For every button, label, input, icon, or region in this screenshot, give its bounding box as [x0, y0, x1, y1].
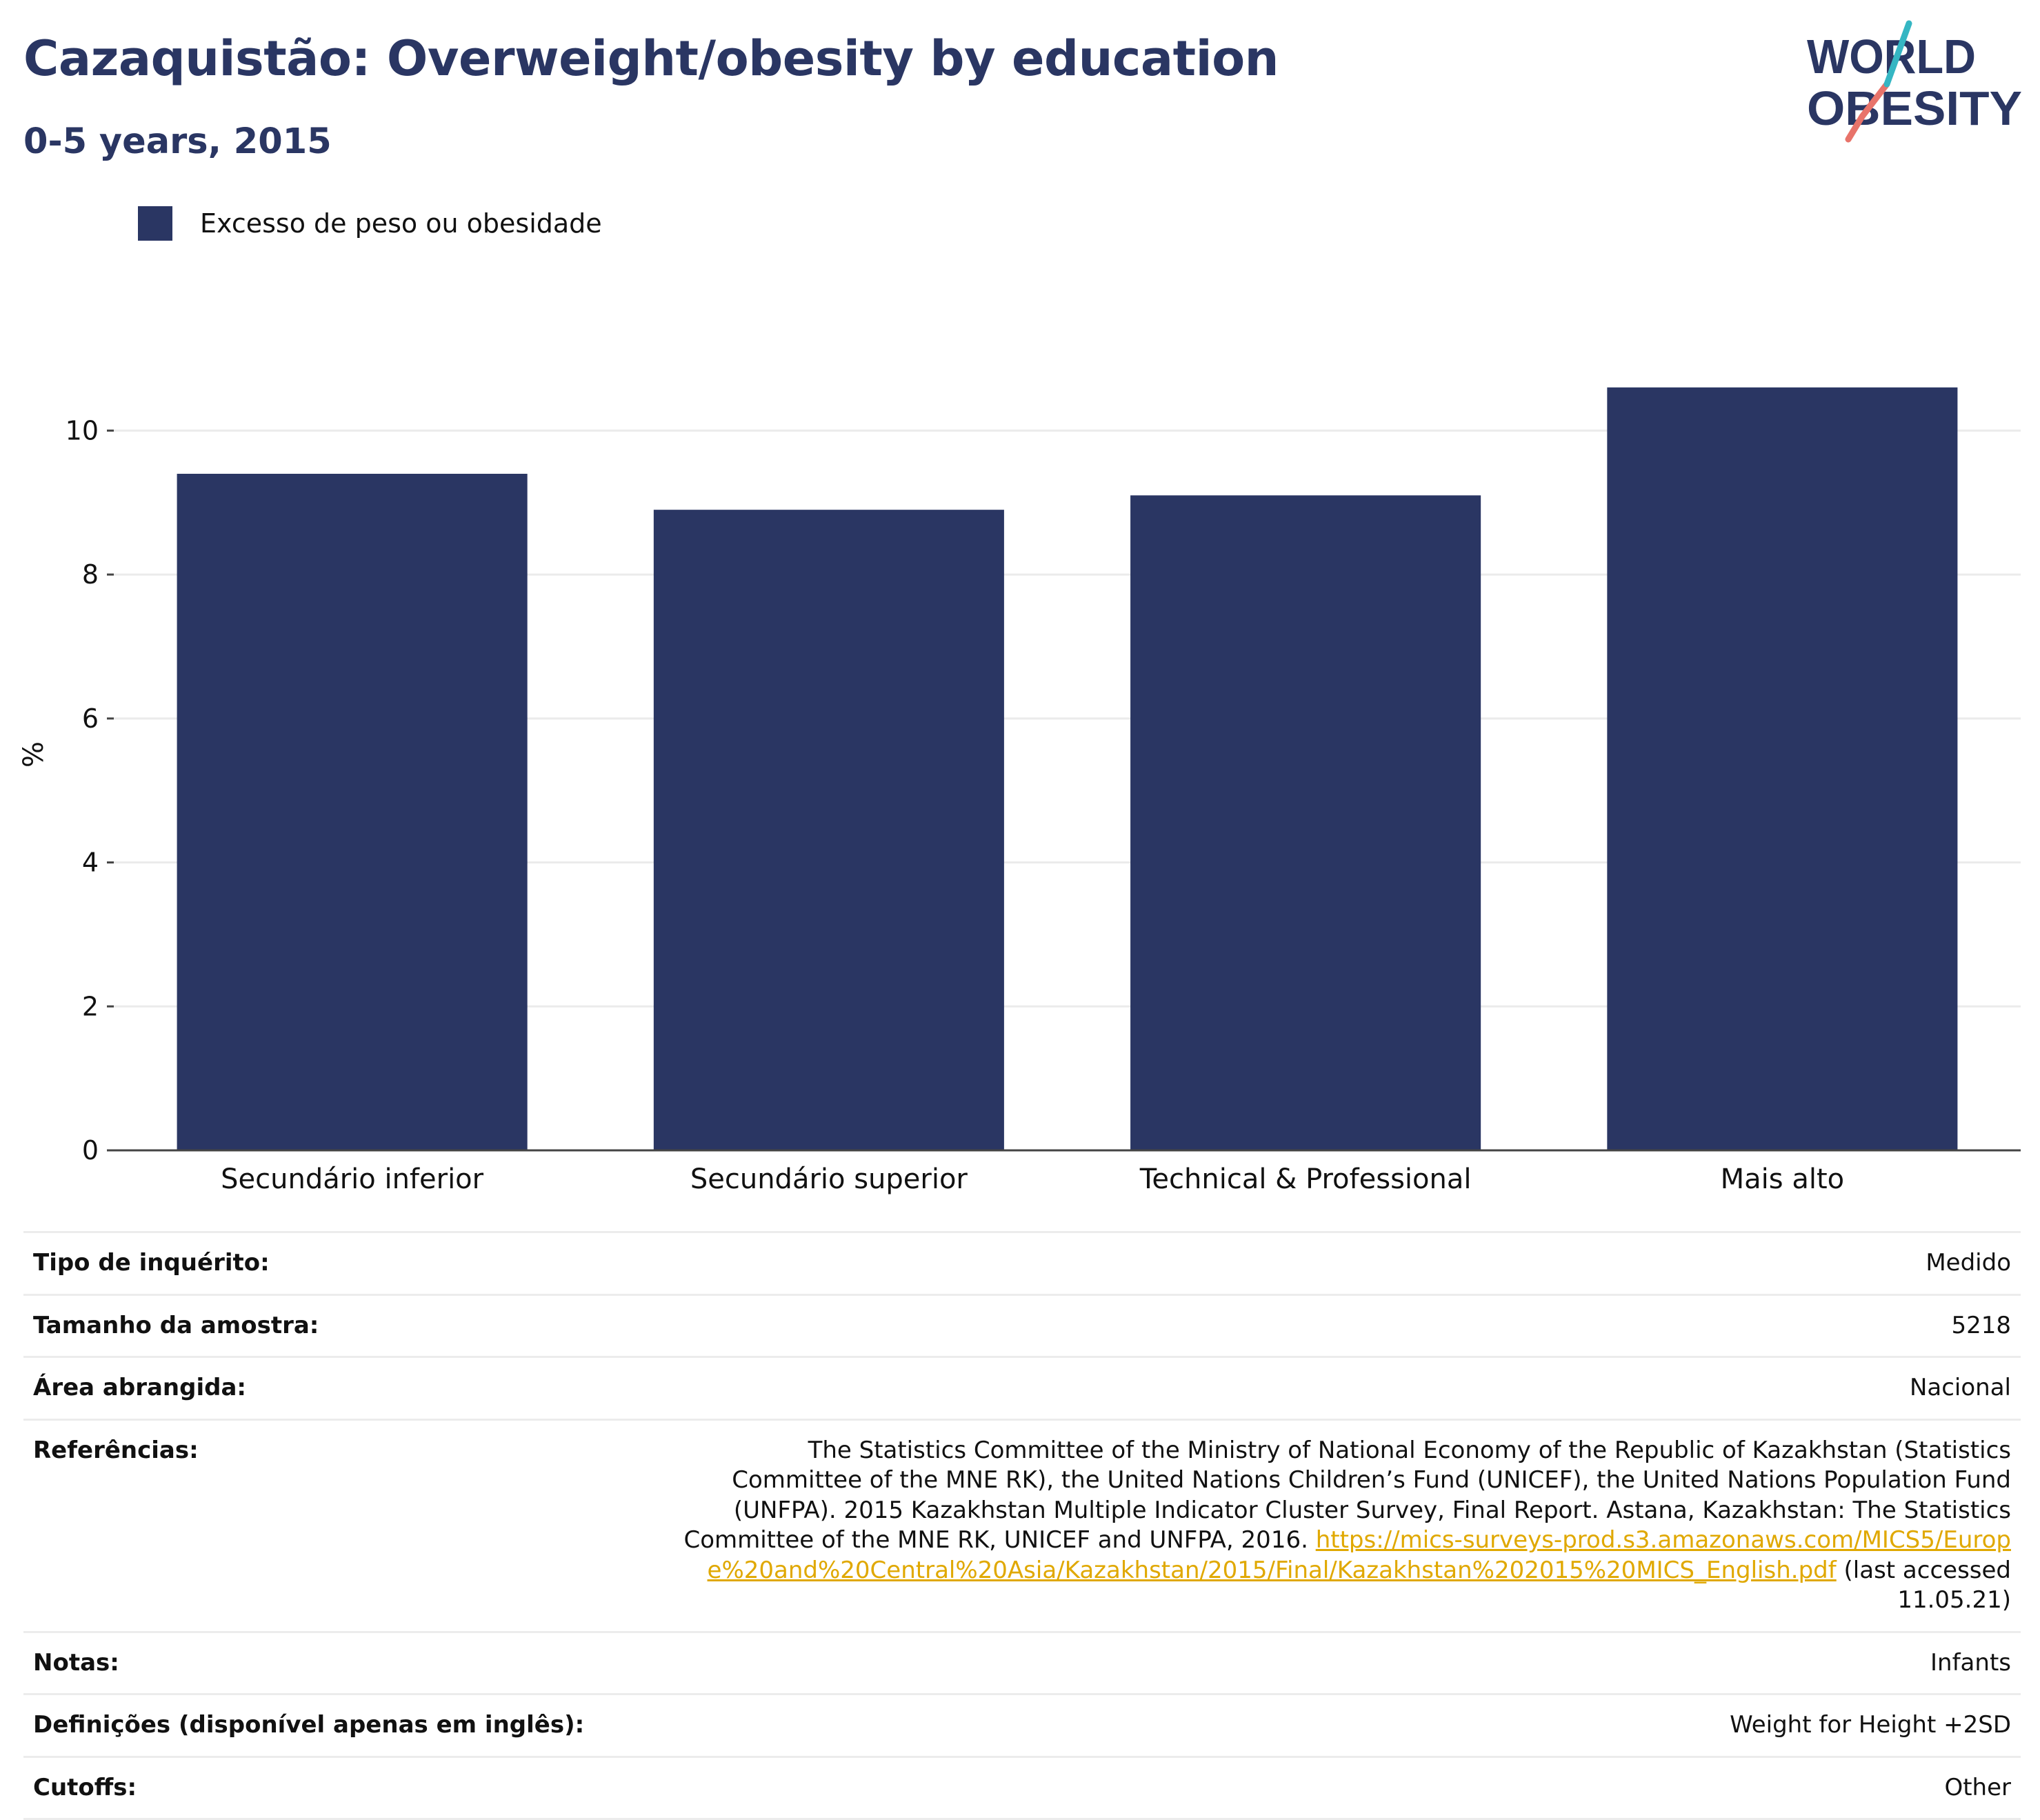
logo-slash-teal: [1883, 20, 1912, 88]
x-tick-label: Technical & Professional: [1139, 1163, 1472, 1195]
metadata-value-text: Medido: [1926, 1249, 2011, 1277]
metadata-value: Infants: [663, 1630, 2021, 1694]
x-tick-label: Mais alto: [1721, 1163, 1844, 1195]
page-subtitle: 0-5 years, 2015: [23, 121, 332, 162]
metadata-value: The Statistics Committee of the Ministry…: [663, 1418, 2021, 1632]
metadata-value-text: Infants: [1930, 1648, 2011, 1677]
y-tick-label: 6: [82, 703, 99, 734]
y-tick-label: 0: [82, 1135, 99, 1166]
bar: [177, 473, 528, 1150]
metadata-key: Notas:: [23, 1630, 663, 1694]
x-tick-label: Secundário inferior: [221, 1163, 484, 1195]
legend-swatch: [138, 206, 172, 241]
y-tick-label: 2: [82, 991, 99, 1021]
metadata-row: Tamanho da amostra: 5218: [23, 1293, 2021, 1357]
metadata-row: Área abrangida: Nacional: [23, 1356, 2021, 1420]
y-tick-label: 8: [82, 559, 99, 590]
metadata-value: Weight for Height +2SD: [663, 1693, 2021, 1757]
bar: [1607, 387, 1958, 1150]
x-tick-label: Secundário superior: [690, 1163, 968, 1195]
metadata-value: Medido: [663, 1231, 2021, 1295]
metadata-row: Referências: The Statistics Committee of …: [23, 1418, 2021, 1632]
metadata-value-text: Weight for Height +2SD: [1730, 1711, 2011, 1739]
bar-chart: 0 2 4 6 8 10 Secundário inferior Secundário su…: [18, 387, 2021, 1195]
metadata-value-text: Other: [1944, 1773, 2011, 1801]
y-tick-label: 4: [82, 848, 99, 878]
metadata-row: Notas: Infants: [23, 1630, 2021, 1694]
bar: [1130, 495, 1481, 1150]
metadata-table: Tipo de inquérito: Medido Tamanho da amost…: [23, 1231, 2021, 1820]
y-axis-ticks: 0 2 4 6 8 10: [66, 415, 114, 1166]
metadata-value: 5218: [663, 1293, 2021, 1357]
metadata-key: Tipo de inquérito:: [23, 1231, 663, 1295]
bar: [653, 510, 1004, 1150]
metadata-value-text: Nacional: [1909, 1374, 2011, 1402]
metadata-key: Definições (disponível apenas em inglês)…: [23, 1693, 663, 1757]
metadata-key: Referências:: [23, 1418, 663, 1632]
reference-accessed-note: (last accessed 11.05.21): [1843, 1556, 2011, 1614]
logo-line2: OBESITY: [1807, 81, 2022, 135]
metadata-value: Other: [663, 1755, 2021, 1820]
metadata-row: Definições (disponível apenas em inglês)…: [23, 1693, 2021, 1757]
reference-link[interactable]: https://mics-surveys-prod.s3.amazonaws.c…: [707, 1526, 2011, 1584]
x-axis-ticks: Secundário inferior Secundário superior Te…: [221, 1163, 1844, 1195]
metadata-row: Cutoffs: Other: [23, 1755, 2021, 1820]
metadata-key: Cutoffs:: [23, 1755, 663, 1820]
page-title: Cazaquistão: Overweight/obesity by educa…: [23, 30, 1279, 87]
metadata-key: Área abrangida:: [23, 1356, 663, 1420]
metadata-key: Tamanho da amostra:: [23, 1293, 663, 1357]
metadata-value: Nacional: [663, 1356, 2021, 1420]
chart-legend: Excesso de peso ou obesidade: [138, 204, 602, 243]
metadata-row: Tipo de inquérito: Medido: [23, 1231, 2021, 1295]
metadata-value-text: The Statistics Committee of the Ministry…: [683, 1436, 2011, 1554]
bars: [177, 387, 1958, 1150]
world-obesity-logo: WORLD OBESITY: [1807, 20, 2022, 143]
metadata-value-text: 5218: [1951, 1311, 2011, 1339]
logo-slash-coral: [1859, 81, 1890, 120]
logo-slash-coral-tail: [1845, 113, 1866, 143]
y-axis-label: %: [18, 741, 50, 768]
y-tick-label: 10: [66, 415, 99, 446]
legend-label: Excesso de peso ou obesidade: [200, 208, 602, 239]
